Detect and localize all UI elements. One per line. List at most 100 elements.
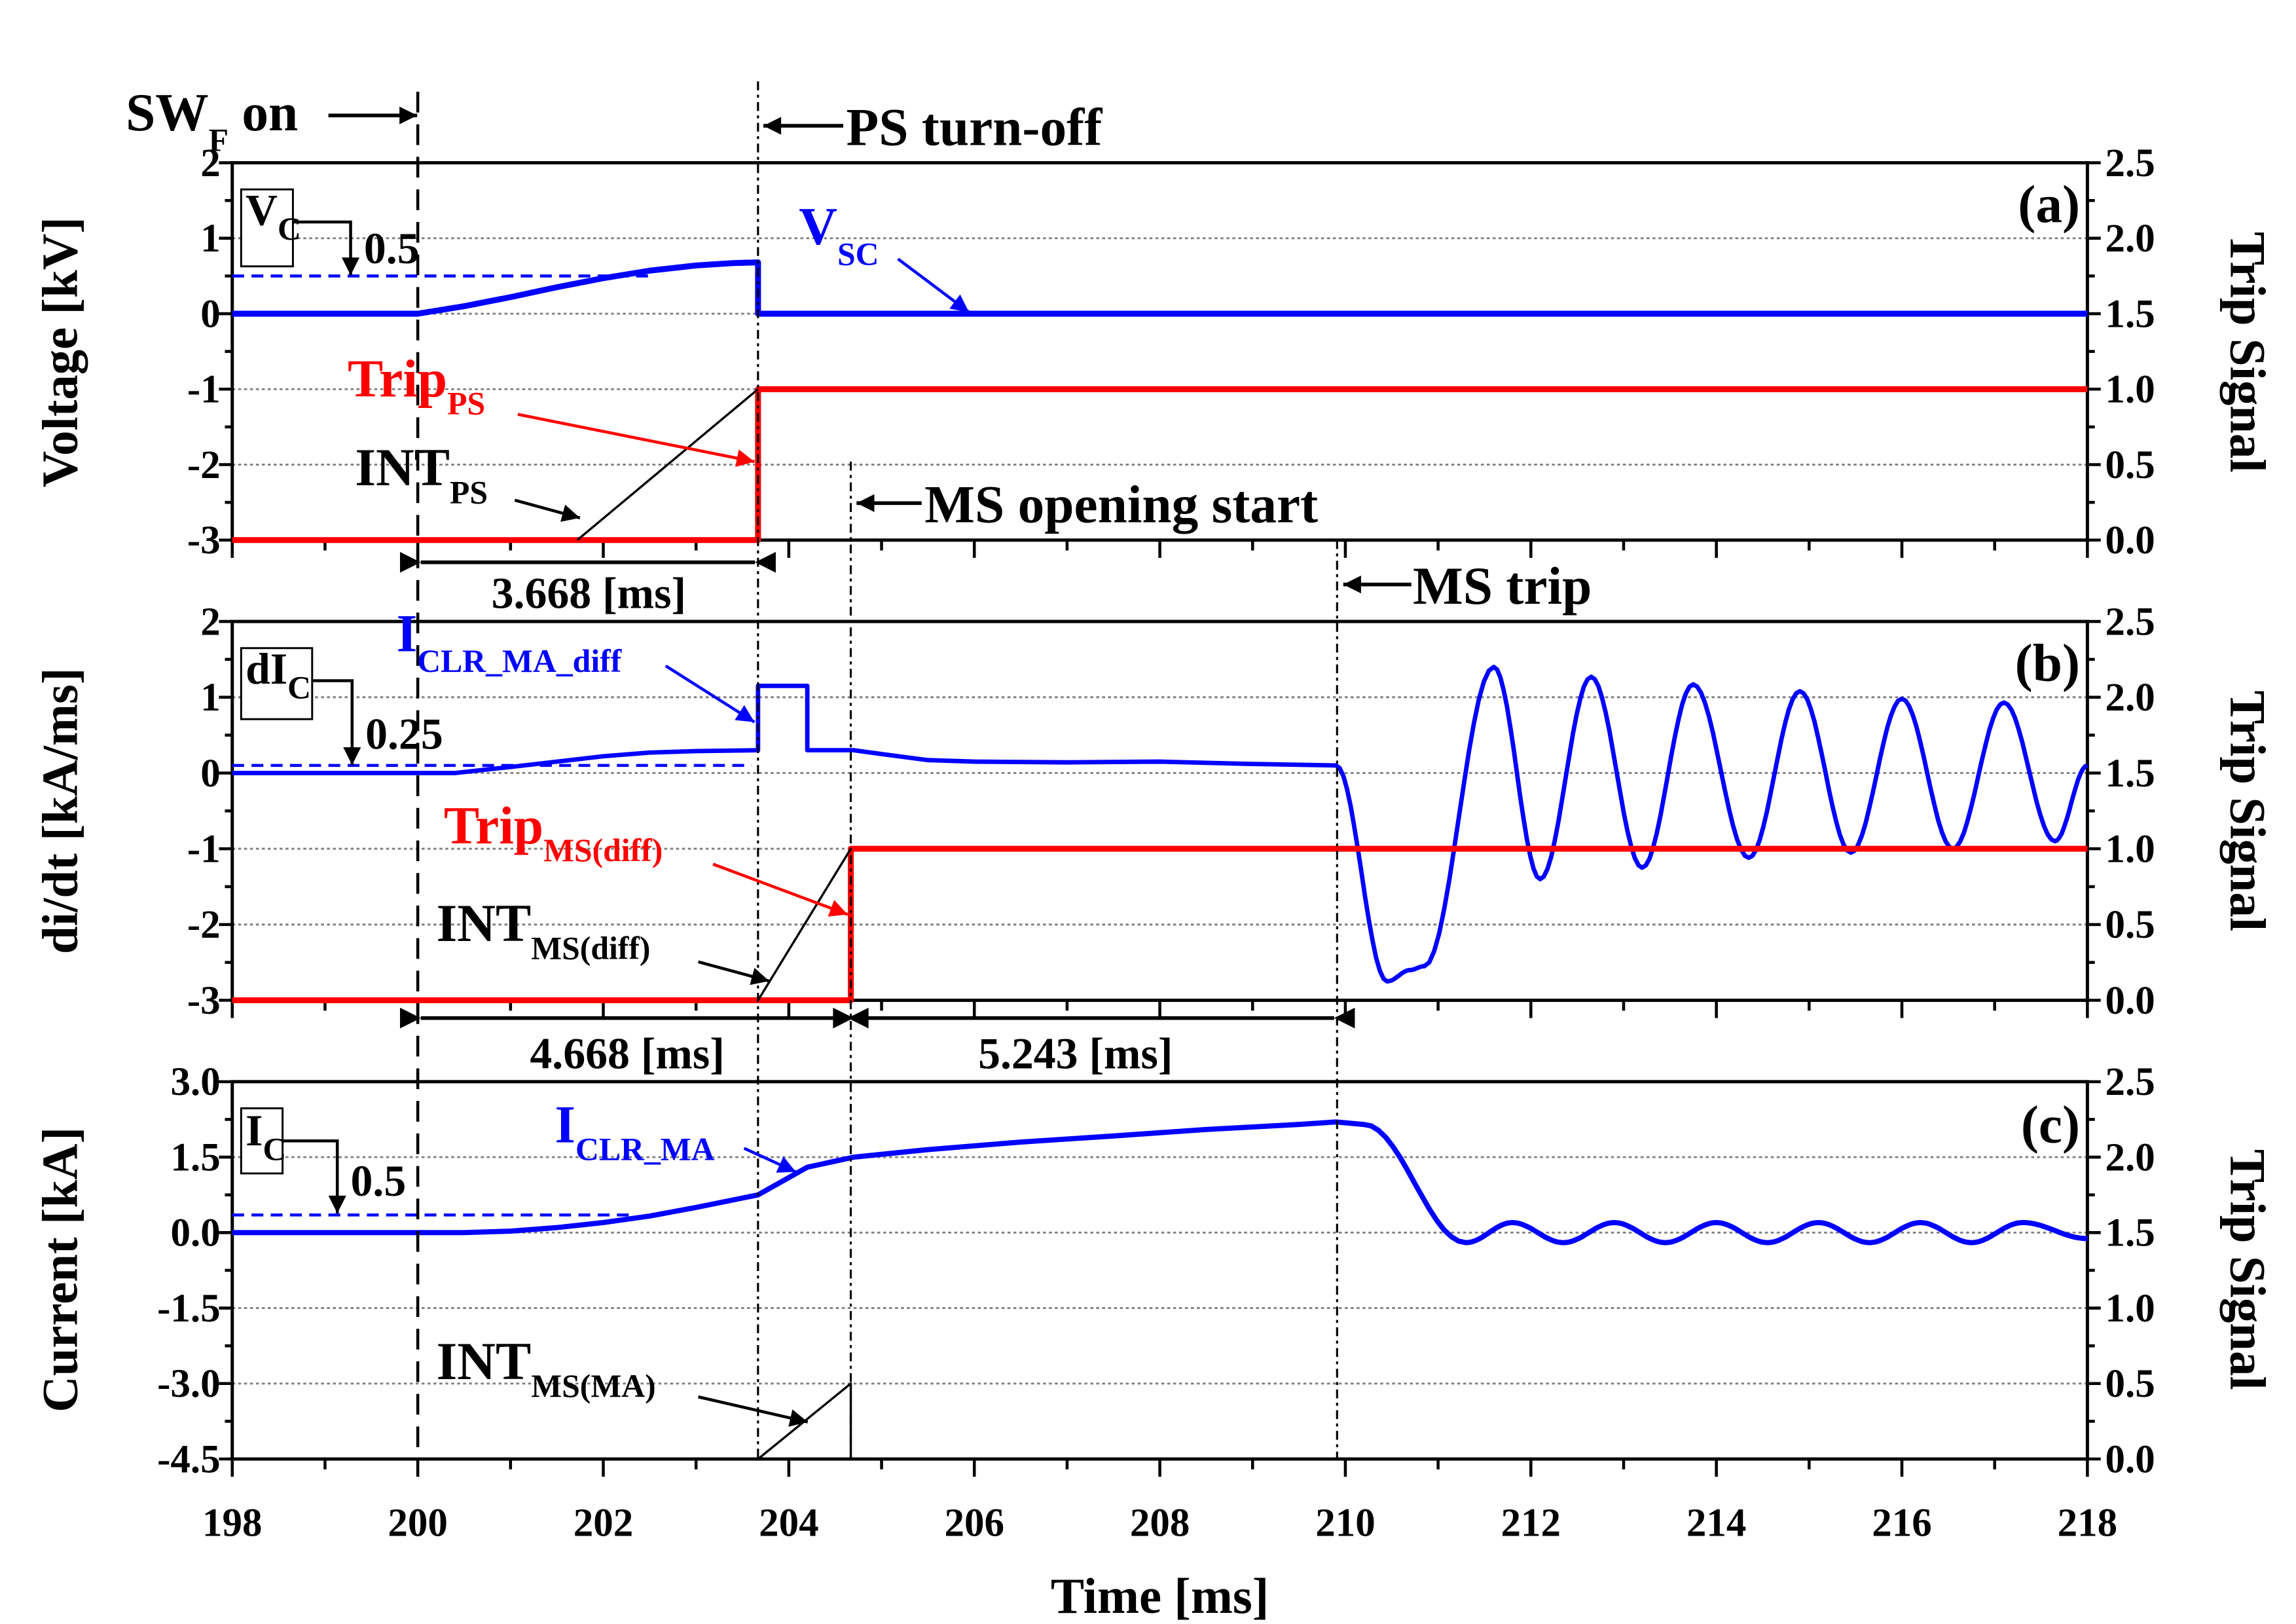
- label-iclr-ma: ICLR_MA: [555, 1095, 714, 1167]
- y-tick-label: 0.0: [170, 1211, 220, 1255]
- marker-sw-on-label: SWF on: [126, 83, 298, 158]
- label-trip-ms-diff: TripMS(diff): [444, 796, 663, 868]
- y-axis-title-a: Voltage [kV]: [33, 217, 88, 487]
- plot-frame: [230, 1080, 2089, 1461]
- x-tick-label: 198: [202, 1502, 263, 1545]
- label-int-ms-diff: INTMS(diff): [437, 894, 651, 966]
- series-i-clr-ma: [232, 1119, 2088, 1246]
- x-tick-label: 216: [1872, 1502, 1932, 1545]
- interval-label-3: 5.243 [ms]: [978, 1029, 1173, 1078]
- label-iclr-ma-arrow: [743, 1147, 797, 1173]
- y2-tick-label: 0.0: [2105, 1437, 2155, 1481]
- x-tick-label: 202: [574, 1502, 634, 1545]
- marker-ms-open-label: MS opening start: [924, 475, 1318, 534]
- y-tick-label: -1.5: [157, 1287, 221, 1331]
- y2-axis-title-a: Trip Signal: [2220, 232, 2276, 473]
- y-tick-label: -4.5: [157, 1437, 221, 1481]
- y2-tick-label: 1.5: [2105, 292, 2155, 336]
- y-tick-label: 2: [200, 141, 220, 185]
- y-tick-label: -1: [187, 827, 221, 871]
- threshold-value-c: 0.5: [351, 1156, 407, 1206]
- x-tick-label: 218: [2058, 1502, 2118, 1545]
- y2-tick-label: 0.5: [2105, 903, 2155, 947]
- y2-tick-label: 0.0: [2105, 979, 2155, 1023]
- x-tick-label: 208: [1130, 1502, 1190, 1545]
- threshold-name-a: VC: [246, 185, 301, 247]
- series-i-clr-ma-diff: [232, 665, 2088, 984]
- y-tick-label: 2: [200, 600, 220, 644]
- y-tick-label: 1.5: [170, 1135, 220, 1179]
- panel-tag-a: (a): [2018, 175, 2080, 234]
- x-tick-label: 210: [1315, 1502, 1376, 1545]
- series-int-ms-ma-: [757, 1382, 852, 1460]
- threshold-arrow-b: [312, 679, 361, 766]
- label-int-ps: INTPS: [355, 438, 488, 510]
- y-tick-label: -3: [187, 519, 221, 563]
- y-tick-label: 0: [200, 752, 220, 796]
- threshold-value-a: 0.5: [364, 224, 420, 273]
- x-tick-label: 204: [759, 1502, 819, 1545]
- threshold-arrow-c: [282, 1139, 346, 1213]
- y-tick-label: 3.0: [170, 1060, 220, 1104]
- threshold-box-b: [240, 647, 314, 720]
- y2-axis-title-b: Trip Signal: [2220, 690, 2276, 931]
- threshold-box-a: [240, 188, 294, 268]
- x-tick-label: 206: [944, 1502, 1004, 1545]
- y-tick-label: 1: [200, 676, 220, 720]
- series-int-ms-diff-: [757, 848, 852, 1001]
- y2-tick-label: 2.5: [2105, 1060, 2155, 1104]
- label-int-ms-ma-arrow: [698, 1395, 809, 1427]
- series-v-sc: [232, 259, 2088, 317]
- y-tick-label: -1: [187, 368, 221, 412]
- x-tick-label: 214: [1686, 1502, 1746, 1545]
- y2-tick-label: 0.5: [2105, 1362, 2155, 1406]
- y2-tick-label: 2.5: [2105, 141, 2155, 185]
- panel-tag-b: (b): [2015, 633, 2080, 692]
- threshold-arrow-a: [293, 220, 360, 276]
- x-tick-label: 200: [388, 1502, 448, 1545]
- threshold-name-c: IC: [246, 1106, 286, 1168]
- y2-tick-label: 1.0: [2105, 1287, 2155, 1331]
- label-iclr-ma-diff: ICLR_MA_diff: [397, 604, 623, 679]
- series-int-ps: [576, 388, 759, 542]
- interval-label-1: 3.668 [ms]: [492, 569, 686, 618]
- threshold-name-b: dIC: [246, 644, 311, 706]
- marker-ms-trip-label: MS trip: [1413, 557, 1592, 616]
- label-int-ps-arrow: [514, 498, 581, 522]
- y2-tick-label: 0.5: [2105, 443, 2155, 487]
- y-tick-label: 1: [200, 217, 220, 261]
- y2-axis-title-c: Trip Signal: [2220, 1149, 2276, 1390]
- y2-tick-label: 2.0: [2105, 1135, 2155, 1179]
- panel-c: -4.5 -3.0 -1.5 0.0 1.5 3.0 0.0 0.5 1.0 1.5 2.0 2.5: [157, 1060, 2155, 1481]
- y2-tick-label: 1.0: [2105, 827, 2155, 871]
- y2-tick-label: 2.0: [2105, 676, 2155, 720]
- y2-tick-label: 2.0: [2105, 217, 2155, 261]
- marker-ps-off-label: PS turn-off: [847, 98, 1103, 157]
- y-axis-title-c: Current [kA]: [33, 1127, 88, 1412]
- y2-tick-label: 1.0: [2105, 368, 2155, 412]
- interval-label-2: 4.668 [ms]: [530, 1029, 724, 1078]
- y-tick-label: -2: [187, 443, 221, 487]
- panel-tag-c: (c): [2021, 1095, 2080, 1154]
- label-vsc: VSC: [799, 197, 879, 272]
- y-axis-title-b: di/dt [kA/ms]: [33, 668, 88, 954]
- x-axis-title: Time [ms]: [1051, 1568, 1269, 1624]
- y2-tick-label: 0.0: [2105, 519, 2155, 563]
- y2-tick-label: 1.5: [2105, 1211, 2155, 1255]
- y-tick-label: -2: [187, 903, 221, 947]
- y2-tick-label: 2.5: [2105, 600, 2155, 644]
- label-trip-ps: TripPS: [348, 350, 485, 422]
- y-tick-label: 0: [200, 292, 220, 336]
- label-trip-ps-arrow: [517, 413, 755, 468]
- label-vsc-arrow: [897, 257, 970, 314]
- panel-b: -3 -2 -1 0 1 2 0.0 0.5 1.0 1.5 2.0 2.5: [187, 600, 2155, 1022]
- y-tick-label: -3: [187, 979, 221, 1023]
- series-trip-ps: [232, 386, 2088, 544]
- y-tick-label: -3.0: [157, 1362, 221, 1406]
- label-trip-ms-diff-arrow: [712, 862, 848, 917]
- plot-layer: -3 -2 -1 0 1 2 0.0 0.5 1.0 1.5 2.0 2.5 -3 -2 -1 0 1 2 0.0 0…: [157, 81, 2155, 1545]
- label-int-ms-ma: INTMS(MA): [437, 1332, 656, 1404]
- label-int-ms-diff-arrow: [697, 960, 770, 986]
- y2-tick-label: 1.5: [2105, 752, 2155, 796]
